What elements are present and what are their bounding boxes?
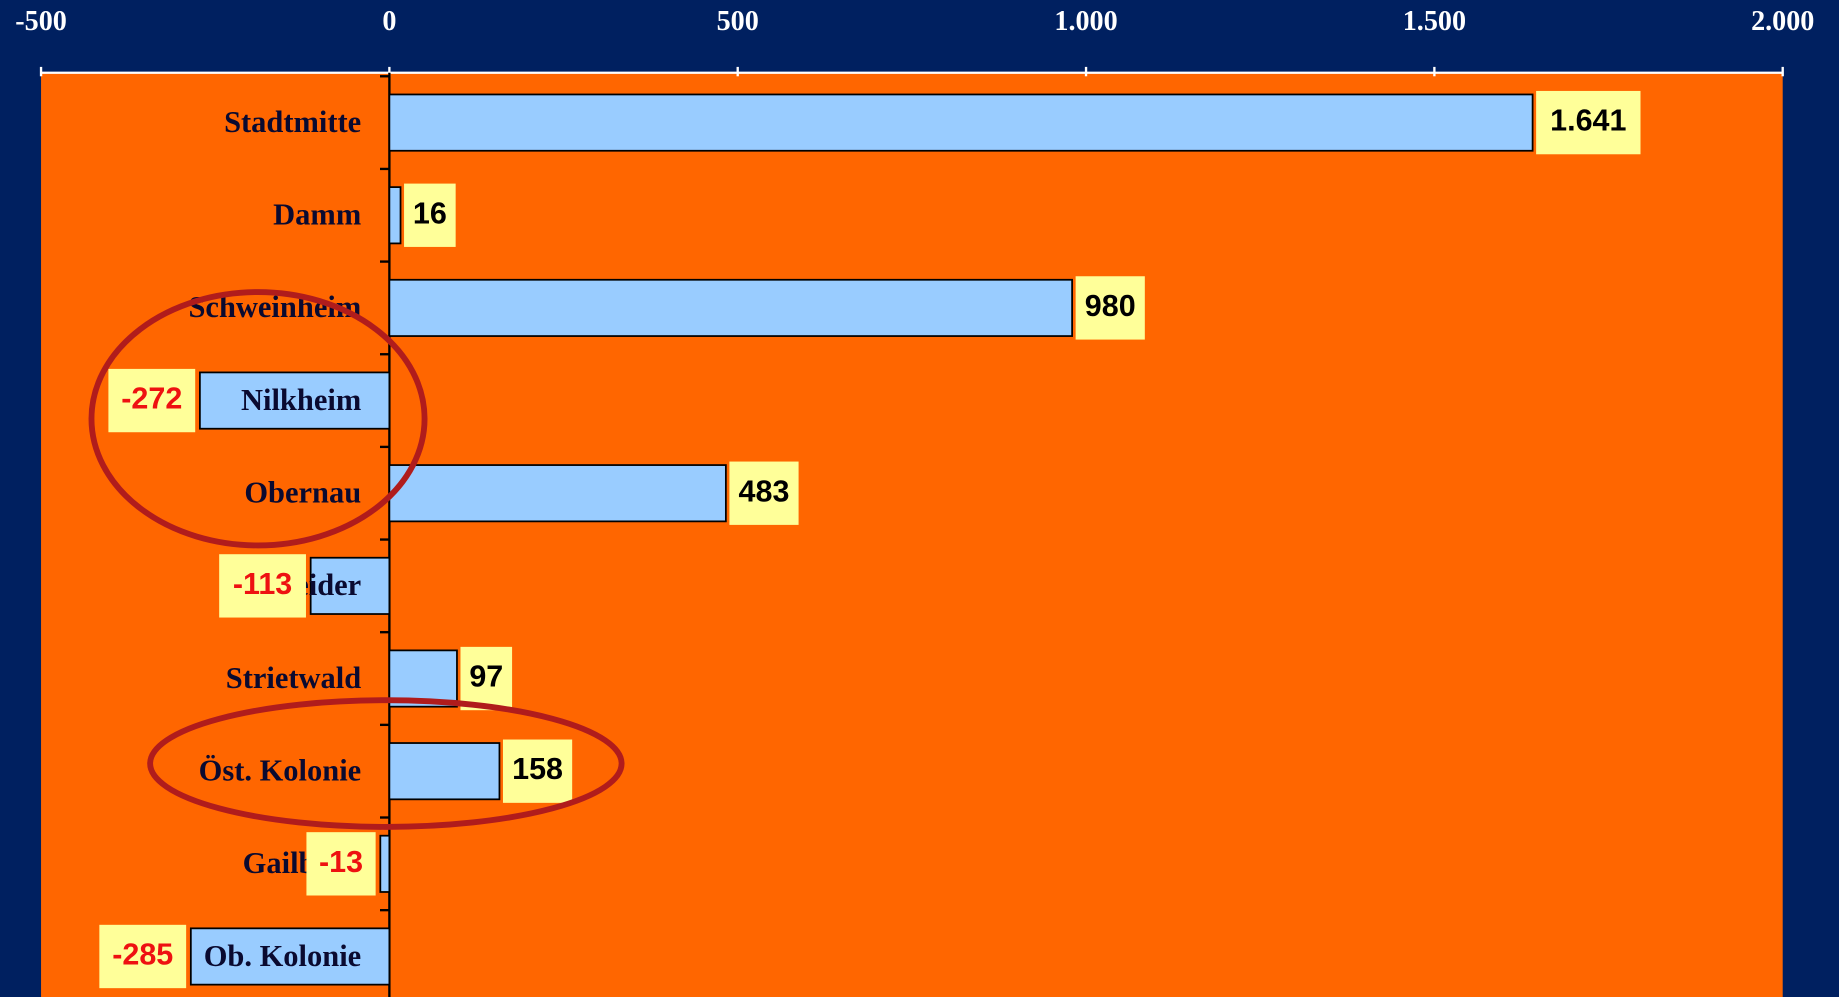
value-label: 483 [739, 474, 790, 508]
x-tick-label: 0 [382, 6, 396, 37]
value-label: 158 [512, 752, 563, 786]
category-label: Damm [273, 198, 361, 232]
category-label: Stadtmitte [224, 105, 361, 139]
value-label: 16 [413, 196, 447, 230]
value-label-box [108, 368, 196, 433]
category-label: Strietwald [226, 661, 362, 695]
value-label: -272 [121, 382, 182, 416]
value-label: 980 [1085, 289, 1136, 323]
value-label: -285 [112, 938, 173, 972]
value-label: 97 [469, 660, 503, 694]
x-tick-label: 2.000 [1751, 6, 1814, 37]
bar [388, 464, 727, 523]
highlight-ellipse [88, 289, 428, 549]
bar [388, 93, 1534, 152]
x-tick-label: -500 [15, 6, 67, 37]
x-tick-label: 1.000 [1054, 6, 1117, 37]
value-label-box [502, 739, 573, 803]
category-label: Öst. Kolonie [199, 754, 362, 788]
value-label-box [404, 183, 456, 247]
x-tick-label: 1.500 [1403, 6, 1466, 37]
value-label-box [460, 646, 513, 711]
category-label: Nilkheim [241, 383, 361, 417]
bar [388, 649, 458, 708]
category-label: Obernau [244, 476, 361, 510]
bar [309, 556, 391, 615]
highlight-ellipse [147, 697, 625, 830]
value-label-box [729, 461, 799, 525]
category-label: Ob. Kolonie [204, 939, 362, 973]
bar [388, 278, 1073, 337]
x-tick-label: 500 [717, 6, 759, 37]
value-label-box [1075, 276, 1145, 340]
value-label-box [99, 924, 187, 989]
bar [189, 927, 391, 986]
bar [379, 834, 391, 893]
value-label: -13 [319, 845, 363, 879]
value-label-box [1536, 90, 1641, 155]
bar [388, 742, 501, 801]
value-label-box [219, 554, 306, 618]
bar [388, 186, 402, 245]
value-label: -113 [233, 567, 292, 601]
value-label-box [306, 832, 376, 896]
value-label: 1.641 [1550, 104, 1626, 138]
bar [199, 371, 391, 430]
